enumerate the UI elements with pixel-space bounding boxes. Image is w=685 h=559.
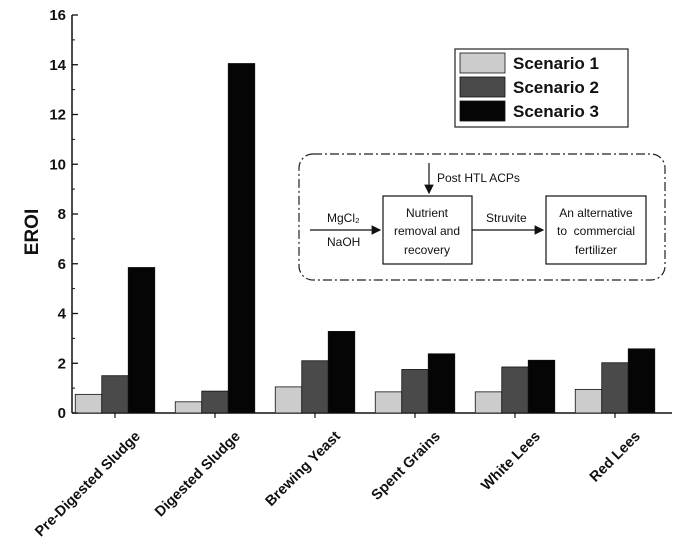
legend: Scenario 1 Scenario 2 Scenario 3 <box>454 48 629 128</box>
bar-scenario-2-2 <box>301 360 329 414</box>
bar-scenario-2-5 <box>601 362 629 414</box>
inset-frame <box>298 153 666 281</box>
left-input-1: MgCl₂ <box>327 211 360 225</box>
category-label: Spent Grains <box>369 429 444 504</box>
legend-swatch <box>459 100 506 122</box>
legend-label: Scenario 2 <box>513 78 599 97</box>
y-tick-label: 14 <box>49 57 66 74</box>
category-label: White Lees <box>478 429 543 494</box>
product-box-line-3: fertilizer <box>575 243 617 257</box>
bar-scenario-1-2 <box>274 386 303 414</box>
legend-swatch <box>459 76 506 98</box>
top-input-label: Post HTL ACPs <box>437 171 520 185</box>
y-ticks: 0 2 4 6 8 10 12 14 16 <box>49 7 78 422</box>
category-label: Red Lees <box>587 429 644 486</box>
struvite-label: Struvite <box>486 211 527 225</box>
product-box <box>545 195 647 265</box>
y-tick-label: 2 <box>58 355 66 372</box>
bars <box>74 63 656 414</box>
bar-scenario-3-1 <box>227 63 256 414</box>
bar-scenario-1-5 <box>574 388 603 414</box>
y-tick-label: 6 <box>58 256 66 273</box>
bar-scenario-1-0 <box>74 393 103 414</box>
bar-scenario-3-2 <box>327 331 356 414</box>
process-box-line-2: removal and <box>394 224 460 238</box>
y-tick-label: 8 <box>58 206 66 223</box>
bar-scenario-3-0 <box>127 267 156 414</box>
y-tick-label: 16 <box>49 7 66 24</box>
bar-scenario-2-0 <box>101 375 129 414</box>
category-labels: Pre-Digested Sludge Digested Sludge Brewin… <box>32 413 644 540</box>
process-box-line-3: recovery <box>404 243 450 257</box>
bar-scenario-2-3 <box>401 369 429 414</box>
y-tick-label: 10 <box>49 156 66 173</box>
category-label: Pre-Digested Sludge <box>32 429 144 541</box>
left-input-2: NaOH <box>327 235 360 249</box>
bar-scenario-3-4 <box>527 359 556 414</box>
y-axis-label: EROI <box>22 209 43 255</box>
bar-scenario-3-5 <box>627 348 656 414</box>
category-label: Digested Sludge <box>152 429 244 521</box>
product-box-line-1: An alternative <box>559 206 633 220</box>
category-label: Brewing Yeast <box>263 428 344 509</box>
bar-scenario-1-3 <box>374 391 403 414</box>
y-tick-label: 0 <box>58 405 66 422</box>
inset-diagram: Post HTL ACPs MgCl₂ NaOH Nutrient remova… <box>298 153 666 281</box>
y-tick-label: 12 <box>49 107 66 124</box>
legend-label: Scenario 3 <box>513 102 599 121</box>
bar-scenario-1-4 <box>474 391 503 414</box>
bar-scenario-3-3 <box>427 353 456 414</box>
y-tick-label: 4 <box>58 306 67 323</box>
legend-swatch <box>459 52 506 74</box>
bar-scenario-2-1 <box>201 390 229 414</box>
legend-label: Scenario 1 <box>513 54 599 73</box>
bar-scenario-2-4 <box>501 366 529 414</box>
bar-scenario-1-1 <box>174 401 203 414</box>
process-box-line-1: Nutrient <box>406 206 449 220</box>
product-box-line-2: to commercial <box>557 224 635 238</box>
